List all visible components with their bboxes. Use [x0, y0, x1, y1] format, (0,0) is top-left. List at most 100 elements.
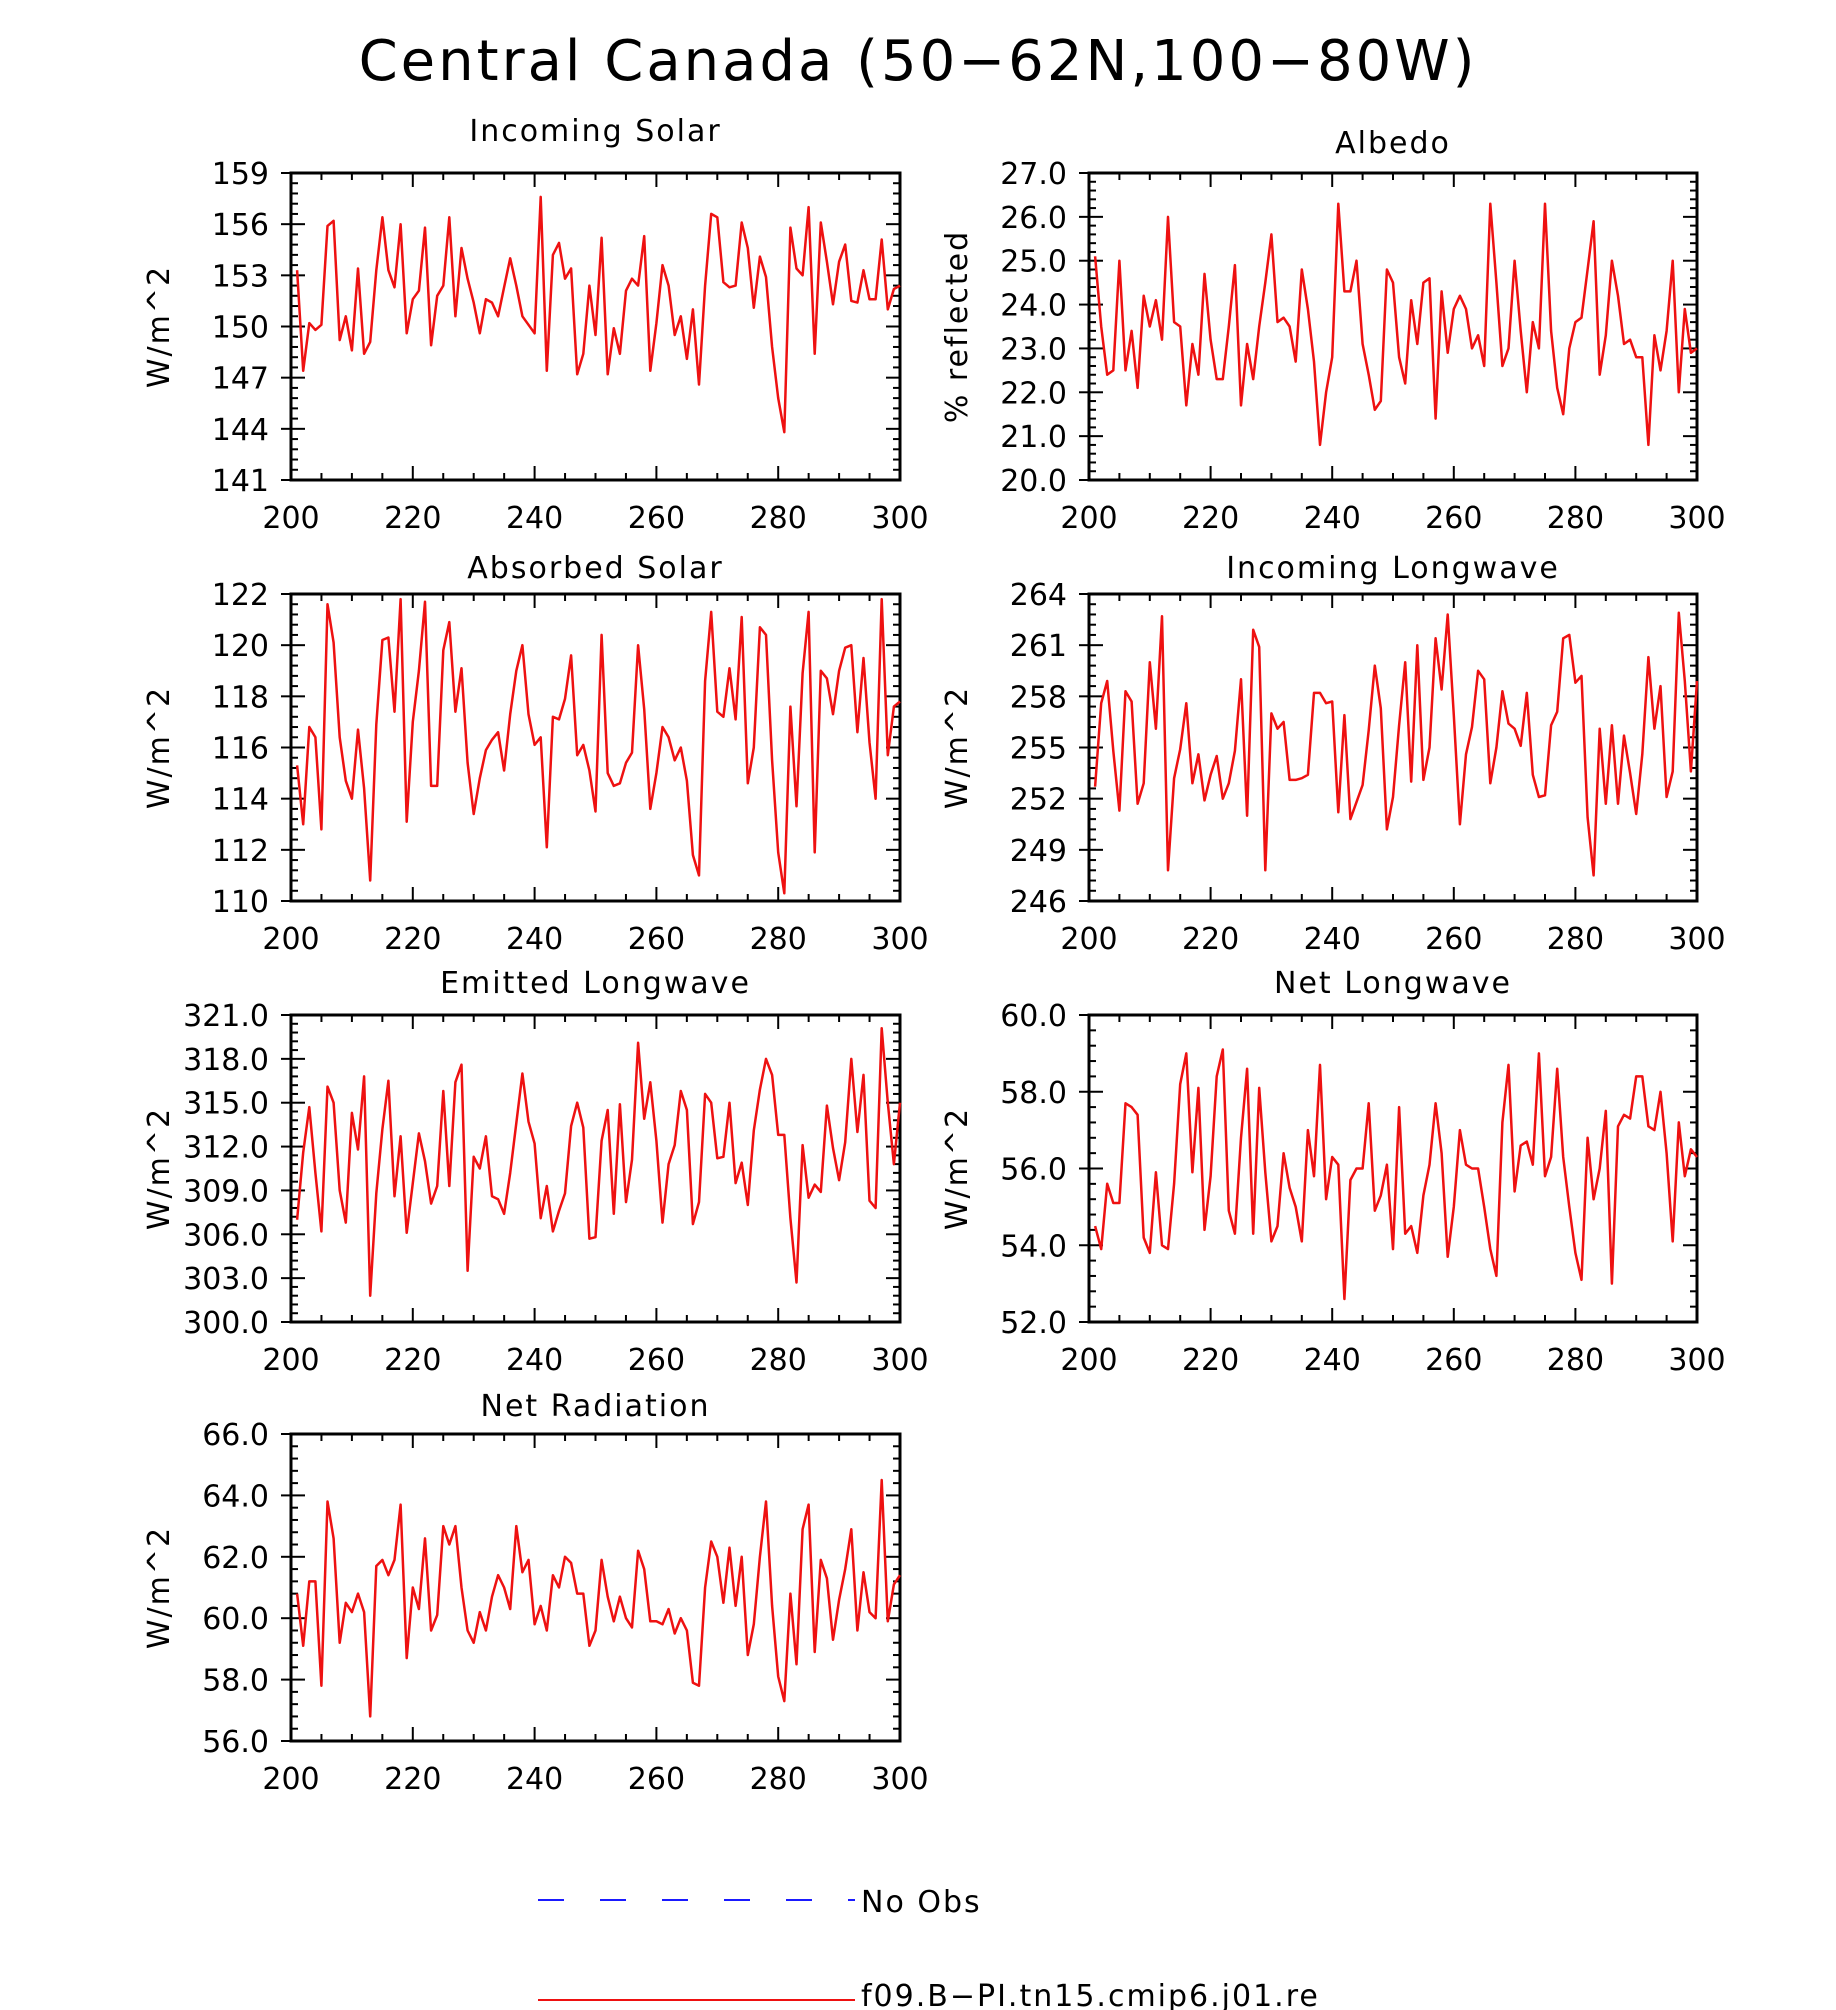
figure-title: Central Canada (50−62N,100−80W) [359, 29, 1478, 94]
y-tick-label: 118 [212, 680, 269, 715]
y-axis-label: W/m^2 [142, 1526, 177, 1649]
x-tick-label: 220 [384, 1343, 441, 1378]
x-tick-label: 200 [1060, 501, 1117, 536]
y-tick-label: 315.0 [183, 1087, 269, 1122]
x-tick-label: 280 [750, 922, 807, 957]
x-tick-label: 220 [1182, 1343, 1239, 1378]
y-axis-label: W/m^2 [940, 686, 975, 809]
y-tick-label: 303.0 [183, 1262, 269, 1297]
y-tick-label: 252 [1010, 783, 1067, 818]
y-tick-label: 120 [212, 629, 269, 664]
x-tick-label: 220 [1182, 922, 1239, 957]
x-tick-label: 280 [1547, 922, 1604, 957]
y-tick-label: 159 [212, 157, 269, 192]
y-tick-label: 56.0 [1000, 1153, 1067, 1188]
y-axis-label: W/m^2 [142, 1107, 177, 1230]
panel-incoming-longwave: 200 220 240 260 280 300 246 249 252 255 258 261 264 I… [940, 551, 1726, 957]
y-tick-label: 26.0 [1000, 201, 1067, 236]
y-tick-label: 20.0 [1000, 464, 1067, 499]
x-tick-label: 260 [628, 501, 685, 536]
y-tick-label: 116 [212, 732, 269, 767]
y-tick-label: 22.0 [1000, 376, 1067, 411]
x-tick-label: 300 [1668, 501, 1725, 536]
x-tick-label: 300 [1668, 922, 1725, 957]
x-tick-label: 220 [384, 1762, 441, 1797]
x-tick-label: 260 [628, 922, 685, 957]
x-tick-label: 280 [750, 1343, 807, 1378]
y-tick-label: 58.0 [202, 1664, 269, 1699]
y-tick-label: 318.0 [183, 1043, 269, 1078]
y-tick-label: 64.0 [202, 1479, 269, 1514]
y-tick-label: 58.0 [1000, 1076, 1067, 1111]
panel-net-radiation: 200 220 240 260 280 300 56.0 58.0 60.0 62.0 64.0 66… [142, 1389, 929, 1797]
y-tick-label: 52.0 [1000, 1306, 1067, 1341]
panel-incoming-solar: 200 220 240 260 280 300 141 144 147 150 153 156 159 I… [142, 114, 929, 536]
y-tick-label: 60.0 [1000, 999, 1067, 1034]
plot-frame [289, 1432, 902, 1743]
x-tick-label: 220 [384, 922, 441, 957]
x-tick-label: 280 [750, 1762, 807, 1797]
x-tick-label: 220 [384, 501, 441, 536]
y-tick-label: 54.0 [1000, 1229, 1067, 1264]
y-tick-label: 114 [212, 783, 269, 818]
y-tick-label: 147 [212, 362, 269, 397]
panel-title: Incoming Longwave [1226, 551, 1560, 586]
panel-title: Net Radiation [481, 1389, 711, 1424]
y-axis-label: W/m^2 [142, 686, 177, 809]
x-tick-label: 240 [506, 501, 563, 536]
y-tick-label: 258 [1010, 680, 1067, 715]
series-line [1093, 202, 1698, 447]
y-tick-label: 122 [212, 578, 269, 613]
y-tick-label: 62.0 [202, 1541, 269, 1576]
panel-albedo: 200 220 240 260 280 300 20.0 21.0 22.0 23.0 24.0 25… [940, 126, 1726, 536]
y-tick-label: 312.0 [183, 1131, 269, 1166]
y-tick-label: 246 [1010, 885, 1067, 920]
x-tick-label: 300 [1668, 1343, 1725, 1378]
x-tick-label: 240 [506, 1343, 563, 1378]
x-tick-label: 280 [1547, 1343, 1604, 1378]
panel-emitted-longwave: 200 220 240 260 280 300 300.0 303.0 306.0 309.0 31… [142, 966, 929, 1378]
y-tick-label: 60.0 [202, 1602, 269, 1637]
series-line [295, 195, 901, 434]
x-tick-label: 260 [1425, 922, 1482, 957]
x-tick-label: 200 [262, 501, 319, 536]
x-tick-label: 200 [1060, 1343, 1117, 1378]
y-tick-label: 144 [212, 413, 269, 448]
series-line [295, 1478, 902, 1718]
series-line [295, 597, 901, 895]
x-tick-label: 240 [1304, 922, 1361, 957]
y-tick-label: 27.0 [1000, 157, 1067, 192]
panel-title: Emitted Longwave [440, 966, 751, 1001]
y-tick-label: 156 [212, 208, 269, 243]
y-tick-label: 153 [212, 259, 269, 294]
panel-title: Absorbed Solar [467, 551, 723, 586]
x-tick-label: 200 [262, 1343, 319, 1378]
x-tick-label: 200 [1060, 922, 1117, 957]
panel-absorbed-solar: 200 220 240 260 280 300 110 112 114 116 118 120 122 A… [142, 551, 929, 957]
x-tick-label: 300 [871, 1762, 928, 1797]
y-axis-label: % reflected [940, 230, 975, 423]
x-tick-label: 240 [1304, 501, 1361, 536]
y-tick-label: 249 [1010, 834, 1067, 869]
legend-label-model: f09.B−PI.tn15.cmip6.j01.re [861, 1979, 1320, 2010]
x-tick-label: 260 [628, 1762, 685, 1797]
y-tick-label: 264 [1010, 578, 1067, 613]
plot-frame [289, 1013, 902, 1324]
panel-net-longwave: 200 220 240 260 280 300 52.0 54.0 56.0 58.0 60.0 Ne… [940, 966, 1726, 1378]
y-tick-label: 306.0 [183, 1218, 269, 1253]
y-tick-label: 309.0 [183, 1174, 269, 1209]
y-tick-label: 110 [212, 885, 269, 920]
y-tick-label: 261 [1010, 629, 1067, 664]
y-axis-label: W/m^2 [142, 265, 177, 388]
x-tick-label: 240 [1304, 1343, 1361, 1378]
legend: No Obs f09.B−PI.tn15.cmip6.j01.re [538, 1885, 1320, 2010]
y-tick-label: 300.0 [183, 1306, 269, 1341]
y-tick-label: 321.0 [183, 999, 269, 1034]
x-tick-label: 280 [1547, 501, 1604, 536]
y-axis-label: W/m^2 [940, 1107, 975, 1230]
y-tick-label: 66.0 [202, 1418, 269, 1453]
series-line [1093, 1048, 1698, 1301]
x-tick-label: 300 [871, 501, 928, 536]
x-tick-label: 240 [506, 1762, 563, 1797]
